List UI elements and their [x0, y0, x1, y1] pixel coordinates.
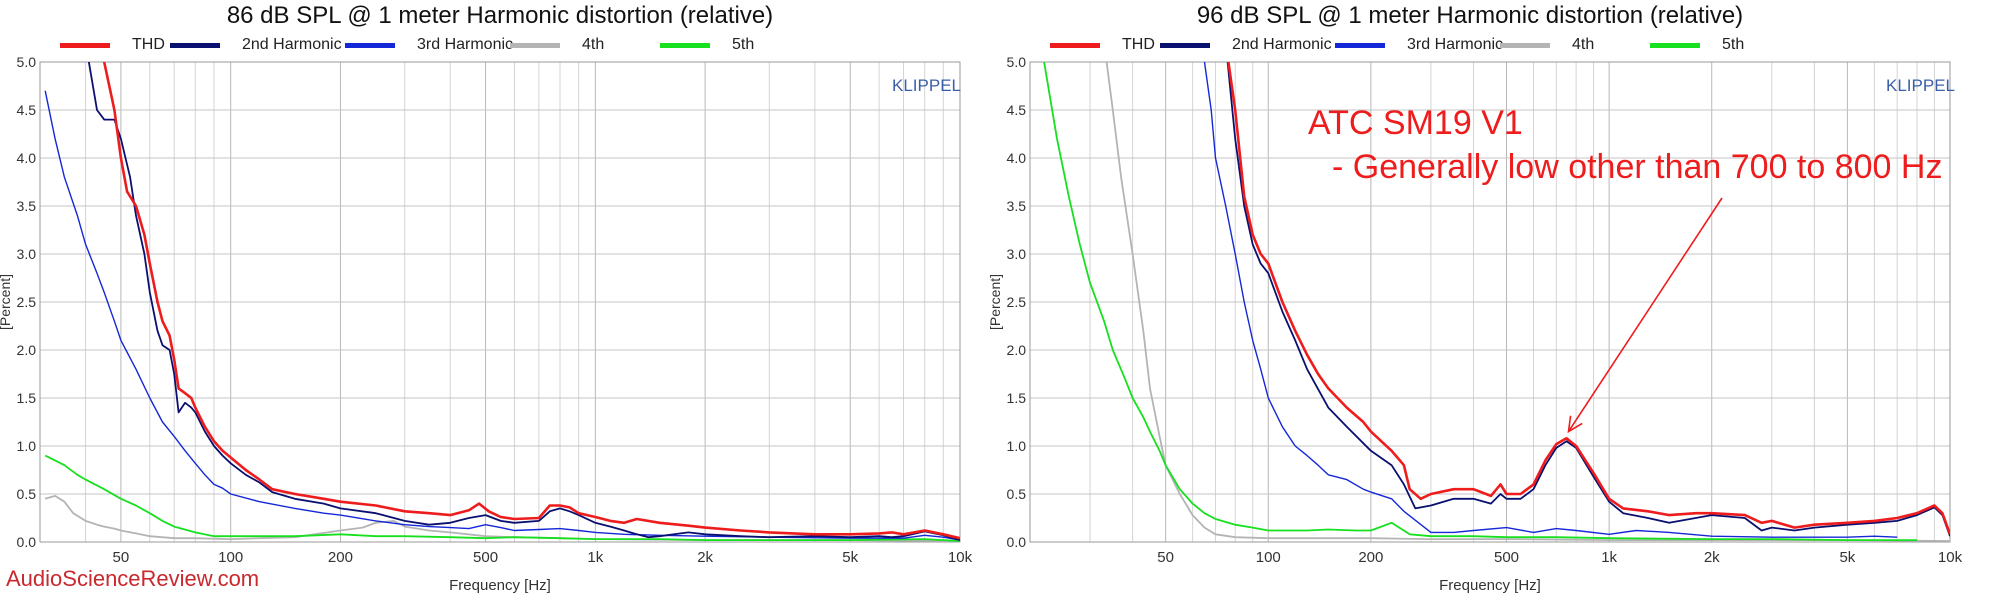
y-tick-label: 4.5 [1007, 102, 1027, 118]
x-tick-label: 2k [697, 549, 713, 566]
y-tick-label: 4.5 [17, 102, 37, 118]
x-tick-label: 100 [1256, 549, 1281, 566]
y-tick-label: 0.5 [17, 486, 37, 502]
y-tick-label: 3.5 [1007, 198, 1027, 214]
y-tick-label: 3.0 [1007, 246, 1027, 262]
series-line-2nd-harmonic [1226, 62, 1950, 537]
annotation-arrowhead [1567, 415, 1583, 434]
legend-swatch [60, 43, 110, 48]
y-tick-label: 1.5 [17, 390, 37, 406]
y-tick-label: 5.0 [1007, 54, 1027, 70]
y-tick-label: 1.5 [1007, 390, 1027, 406]
brand-label-right: KLIPPEL [1886, 76, 1955, 95]
legend-label: 4th [1572, 36, 1595, 53]
series-line-5th [44, 454, 960, 542]
x-axis-label: Frequency [Hz] [449, 577, 551, 594]
series-line-3rd-harmonic [1203, 62, 1898, 538]
x-tick-label: 5k [842, 549, 858, 566]
legend-swatch [170, 43, 220, 48]
y-tick-label: 1.0 [17, 438, 37, 454]
chart-title-left: 86 dB SPL @ 1 meter Harmonic distortion … [226, 2, 774, 29]
y-axis-label: [Percent] [0, 274, 13, 330]
legend-label: THD [132, 36, 165, 53]
legend-swatch [1500, 43, 1550, 48]
legend-label: THD [1122, 36, 1155, 53]
y-tick-label: 4.0 [1007, 150, 1027, 166]
series-line-thd [1227, 62, 1950, 535]
x-axis-label: Frequency [Hz] [1439, 577, 1541, 594]
y-tick-label: 2.0 [1007, 342, 1027, 358]
series-line-5th [1043, 62, 1917, 541]
y-tick-label: 0.0 [17, 534, 37, 550]
y-tick-label: 2.0 [17, 342, 37, 358]
x-tick-label: 500 [1494, 549, 1519, 566]
site-watermark: AudioScienceReview.com [6, 566, 260, 591]
y-tick-label: 5.0 [17, 54, 37, 70]
y-tick-label: 3.5 [17, 198, 37, 214]
x-tick-label: 10k [1938, 549, 1963, 566]
brand-label-left: KLIPPEL [892, 76, 961, 95]
legend-swatch [510, 43, 560, 48]
x-tick-label: 2k [1704, 549, 1720, 566]
legend-label: 5th [1722, 36, 1745, 53]
legend-swatch [1335, 43, 1385, 48]
plot-frame [1029, 61, 1951, 543]
x-tick-label: 1k [587, 549, 603, 566]
series-line-4th [1105, 62, 1950, 542]
annotation-line1: ATC SM19 V1 [1308, 104, 1523, 142]
legend-swatch [345, 43, 395, 48]
x-tick-label: 100 [218, 549, 243, 566]
legend-label: 5th [732, 36, 755, 53]
annotation-line2: - Generally low other than 700 to 800 Hz [1332, 148, 1943, 186]
legend-swatch [1050, 43, 1100, 48]
plot-frame [39, 61, 961, 543]
y-tick-label: 0.0 [1007, 534, 1027, 550]
series-line-2nd-harmonic [87, 62, 960, 541]
y-tick-label: 4.0 [17, 150, 37, 166]
chart-title-right: 96 dB SPL @ 1 meter Harmonic distortion … [1196, 2, 1744, 29]
x-tick-label: 500 [473, 549, 498, 566]
legend-label: 3rd Harmonic [1407, 36, 1504, 53]
series-line-3rd-harmonic [44, 90, 960, 541]
y-tick-label: 0.5 [1007, 486, 1027, 502]
x-tick-label: 50 [113, 549, 130, 566]
x-tick-label: 10k [948, 549, 973, 566]
legend-swatch [660, 43, 710, 48]
legend-label: 2nd Harmonic [242, 36, 342, 53]
y-tick-label: 1.0 [1007, 438, 1027, 454]
chart-1: 0.0 0.5 1.0 1.5 2.0 2.5 3.0 3.5 4.0 4.5 5.0 50 100 20… [987, 54, 1963, 594]
x-tick-label: 1k [1601, 549, 1617, 566]
y-axis-label: [Percent] [987, 274, 1003, 330]
x-tick-label: 200 [328, 549, 353, 566]
legend-label: 4th [582, 36, 605, 53]
series-line-thd [102, 62, 960, 540]
y-tick-label: 3.0 [17, 246, 37, 262]
x-tick-label: 5k [1839, 549, 1855, 566]
chart-0: 0.0 0.5 1.0 1.5 2.0 2.5 3.0 3.5 4.0 4.5 5.0 50 100 20… [0, 54, 973, 594]
x-tick-label: 200 [1358, 549, 1383, 566]
legend-swatch [1160, 43, 1210, 48]
x-tick-label: 50 [1157, 549, 1174, 566]
legend-label: 3rd Harmonic [417, 36, 514, 53]
y-tick-label: 2.5 [17, 294, 37, 310]
annotation-arrow [1567, 197, 1723, 433]
legend-label: 2nd Harmonic [1232, 36, 1332, 53]
legend-swatch [1650, 43, 1700, 48]
y-tick-label: 2.5 [1007, 294, 1027, 310]
